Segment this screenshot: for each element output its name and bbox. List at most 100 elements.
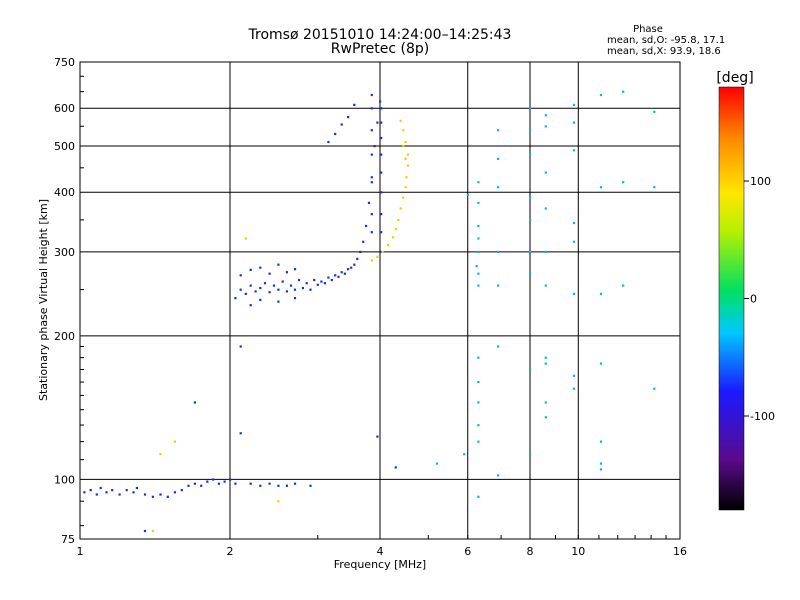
data-point: [373, 145, 376, 148]
data-point: [477, 424, 480, 427]
data-point: [544, 356, 547, 359]
data-point: [249, 482, 252, 485]
data-point: [143, 529, 147, 533]
data-point: [193, 482, 196, 485]
data-point: [249, 268, 252, 271]
data-point: [316, 283, 319, 286]
x-tick-label: 10: [571, 545, 585, 558]
data-point: [477, 381, 480, 384]
data-point: [404, 186, 407, 189]
data-point: [572, 292, 576, 295]
data-point: [599, 440, 603, 443]
data-point: [529, 272, 532, 275]
y-tick-label: 75: [61, 533, 75, 546]
data-point: [337, 275, 340, 278]
data-point: [370, 231, 373, 234]
data-point: [249, 304, 252, 307]
data-point: [239, 432, 242, 435]
data-point: [497, 186, 500, 189]
data-point: [405, 176, 408, 179]
data-point: [397, 218, 400, 222]
data-point: [381, 250, 384, 253]
data-point: [399, 207, 402, 210]
data-point: [477, 284, 480, 287]
data-point: [380, 191, 383, 194]
x-tick-label: 8: [527, 545, 534, 558]
data-point: [529, 196, 532, 199]
data-point: [285, 484, 288, 487]
data-point: [544, 401, 547, 404]
data-point: [572, 103, 576, 106]
axis-ticks: 1 2 4 6 8 10 16 75 100 200 300 400 500 600 750: [54, 56, 687, 558]
data-point: [277, 288, 280, 291]
data-point: [475, 265, 478, 268]
data-point: [244, 237, 247, 240]
data-point: [347, 116, 350, 119]
data-point: [370, 176, 373, 179]
data-point: [402, 145, 405, 148]
y-tick-label: 100: [54, 473, 75, 486]
data-point: [239, 274, 242, 277]
data-point: [293, 482, 297, 485]
data-point: [89, 489, 92, 492]
data-point: [259, 286, 262, 290]
data-point: [379, 100, 382, 103]
data-point: [370, 181, 373, 184]
y-tick-label: 600: [54, 102, 75, 115]
data-point: [132, 491, 135, 494]
data-point: [497, 284, 500, 287]
chart-subtitle: RwPretec (8p): [331, 41, 429, 57]
data-point: [268, 272, 271, 275]
phase-stats-x: mean, sd,X: 93.9, 18.6: [607, 46, 721, 57]
data-point: [529, 250, 532, 253]
y-tick-label: 750: [54, 56, 75, 69]
data-point: [477, 272, 480, 275]
data-point: [159, 453, 162, 456]
data-point: [281, 280, 284, 283]
data-point: [544, 250, 547, 253]
data-point: [135, 486, 138, 490]
x-tick-label: 2: [227, 545, 234, 558]
data-point: [497, 129, 500, 132]
data-point: [330, 278, 333, 282]
data-point: [259, 298, 262, 301]
data-point: [544, 125, 547, 128]
data-point: [289, 284, 293, 287]
data-point: [380, 231, 383, 234]
data-point: [277, 484, 280, 487]
data-point: [259, 484, 262, 487]
data-point: [599, 468, 603, 471]
data-point: [234, 482, 237, 485]
x-tick-label: 4: [377, 545, 384, 558]
data-point: [497, 250, 500, 253]
phase-stats-heading: Phase: [633, 24, 663, 35]
data-point: [477, 401, 480, 404]
data-point: [340, 123, 343, 126]
data-point: [477, 181, 480, 184]
data-point: [544, 284, 547, 287]
data-point: [380, 213, 383, 216]
data-point: [402, 129, 405, 132]
data-point: [159, 493, 162, 496]
data-point: [263, 282, 267, 285]
data-point: [334, 274, 337, 277]
data-point: [622, 284, 625, 287]
data-point: [277, 263, 280, 266]
data-point: [99, 486, 102, 490]
data-point: [285, 271, 288, 274]
data-point: [380, 171, 383, 174]
data-point: [370, 213, 373, 216]
data-point: [477, 495, 480, 498]
data-point: [83, 491, 86, 494]
data-point: [370, 259, 373, 262]
data-point: [380, 121, 383, 124]
data-point: [399, 119, 402, 122]
colorbar-ticks: 100 0 -100: [744, 175, 775, 423]
y-tick-label: 300: [54, 246, 75, 259]
data-point: [239, 288, 242, 291]
data-point: [340, 271, 343, 274]
colorbar-tick-label: -100: [750, 410, 775, 423]
data-point: [362, 240, 365, 243]
data-point: [370, 153, 373, 156]
